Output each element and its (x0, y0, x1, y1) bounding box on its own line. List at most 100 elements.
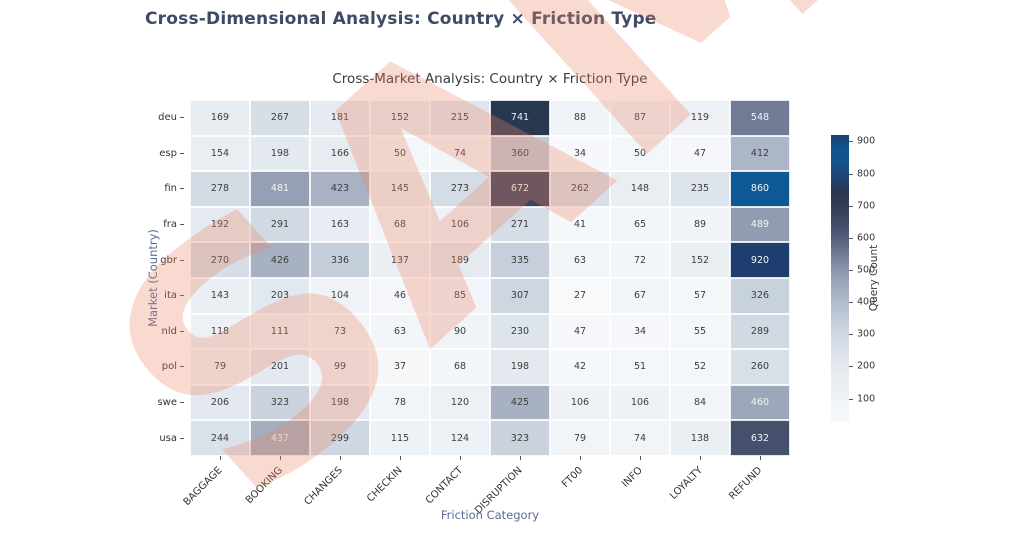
heatmap-cell: 460 (730, 384, 790, 421)
heatmap-cell: 67 (610, 278, 670, 314)
heatmap-cell: 46 (370, 278, 430, 314)
heatmap-cell: 741 (490, 100, 550, 136)
heatmap-cell: 138 (670, 420, 730, 456)
heatmap-cell: 63 (550, 242, 610, 278)
heatmap-cell: 271 (490, 206, 550, 243)
heatmap-cell: 672 (490, 171, 550, 207)
heatmap-cell: 206 (190, 384, 250, 421)
heatmap-cell: 273 (430, 171, 490, 207)
heatmap-cell: 267 (250, 100, 310, 136)
heatmap-cell: 79 (190, 349, 250, 385)
y-tick-label: pol (0, 349, 184, 385)
heatmap-cell: 137 (370, 242, 430, 278)
heatmap-cell: 152 (670, 242, 730, 278)
colorbar-tick-mark (849, 398, 853, 400)
heatmap-cell: 104 (310, 278, 370, 314)
heatmap-cell: 85 (430, 278, 490, 314)
heatmap-cell: 52 (670, 349, 730, 385)
heatmap-cell: 145 (370, 171, 430, 207)
heatmap-cell: 289 (730, 313, 790, 350)
heatmap-cell: 106 (430, 206, 490, 243)
colorbar-tick-mark (849, 173, 853, 175)
y-tick-mark (180, 117, 184, 119)
heatmap-cell: 270 (190, 242, 250, 278)
heatmap-cell: 412 (730, 135, 790, 172)
heatmap-cell: 90 (430, 313, 490, 350)
y-axis-title: Market (Country) (146, 229, 160, 327)
x-tick-label: CONTACT (423, 465, 465, 507)
heatmap-cell: 47 (670, 135, 730, 172)
x-tick-label: BAGGAGE (181, 465, 225, 508)
heatmap-cell: 34 (610, 313, 670, 350)
x-tick-mark (760, 456, 761, 460)
y-tick-mark (180, 152, 184, 154)
heatmap-cell: 920 (730, 242, 790, 278)
heatmap-cell: 192 (190, 206, 250, 243)
heatmap-cell: 166 (310, 135, 370, 172)
heatmap-cell: 42 (550, 349, 610, 385)
x-tick-mark (280, 456, 281, 460)
heatmap-cell: 124 (430, 420, 490, 456)
page-title: Cross-Dimensional Analysis: Country × Fr… (145, 9, 657, 29)
x-tick-mark (460, 456, 461, 460)
y-tick-label: fra (0, 207, 184, 243)
x-tick-mark (640, 456, 641, 460)
heatmap-cell: 51 (610, 349, 670, 385)
colorbar-tick-label: 600 (857, 232, 876, 244)
heatmap-cell: 84 (670, 384, 730, 421)
y-tick-label: deu (0, 100, 184, 136)
x-tick-label: INFO (619, 465, 645, 490)
x-tick-mark (220, 456, 221, 460)
colorbar-tick-mark (849, 334, 853, 336)
heatmap-cell: 198 (310, 384, 370, 421)
y-tick-mark (180, 437, 184, 439)
heatmap-cell: 37 (370, 349, 430, 385)
heatmap-cell: 89 (670, 206, 730, 243)
y-tick-mark (180, 402, 184, 404)
colorbar-tick-label: 700 (857, 200, 876, 212)
x-tick-mark (400, 456, 401, 460)
heatmap-cell: 152 (370, 100, 430, 136)
heatmap-cell: 244 (190, 420, 250, 456)
heatmap-cell: 27 (550, 278, 610, 314)
heatmap-cell: 489 (730, 206, 790, 243)
colorbar-tick-label: 900 (857, 135, 876, 147)
y-tick-label: ita (0, 278, 184, 314)
heatmap-cell: 78 (370, 384, 430, 421)
y-tick-label: gbr (0, 242, 184, 278)
heatmap-cell: 73 (310, 313, 370, 350)
heatmap-cell: 68 (430, 349, 490, 385)
colorbar-tick-label: 400 (857, 296, 876, 308)
x-tick-label: CHANGES (302, 465, 345, 508)
x-tick-label: BOOKING (243, 465, 285, 507)
y-tick-mark (180, 330, 184, 332)
heatmap-cell: 163 (310, 206, 370, 243)
heatmap-grid: 169 267 181 152 215 741 88 87 119 548 154 198 166 50 7… (190, 100, 790, 456)
y-tick-label: usa (0, 420, 184, 456)
heatmap-cell: 50 (370, 135, 430, 172)
heatmap-cell: 235 (670, 171, 730, 207)
heatmap-cell: 115 (370, 420, 430, 456)
heatmap-cell: 63 (370, 313, 430, 350)
heatmap-cell: 548 (730, 100, 790, 136)
x-tick-label: LOYALTY (667, 465, 705, 502)
y-tick-label: fin (0, 171, 184, 207)
heatmap-cell: 201 (250, 349, 310, 385)
colorbar-tick-mark (849, 237, 853, 239)
heatmap-cell: 106 (550, 384, 610, 421)
heatmap-cell: 55 (670, 313, 730, 350)
colorbar-tick-label: 100 (857, 393, 876, 404)
colorbar-tick-label: 300 (857, 328, 876, 340)
colorbar-tick-label: 800 (857, 168, 876, 180)
y-tick-mark (180, 259, 184, 261)
heatmap-cell: 99 (310, 349, 370, 385)
y-tick-label: nld (0, 314, 184, 350)
chart-title: Cross-Market Analysis: Country × Frictio… (332, 71, 648, 87)
y-tick-mark (180, 188, 184, 190)
heatmap-cell: 111 (250, 313, 310, 350)
heatmap-cell: 41 (550, 206, 610, 243)
heatmap-cell: 154 (190, 135, 250, 172)
y-tick-mark (180, 295, 184, 297)
colorbar-tick-mark (849, 366, 853, 368)
